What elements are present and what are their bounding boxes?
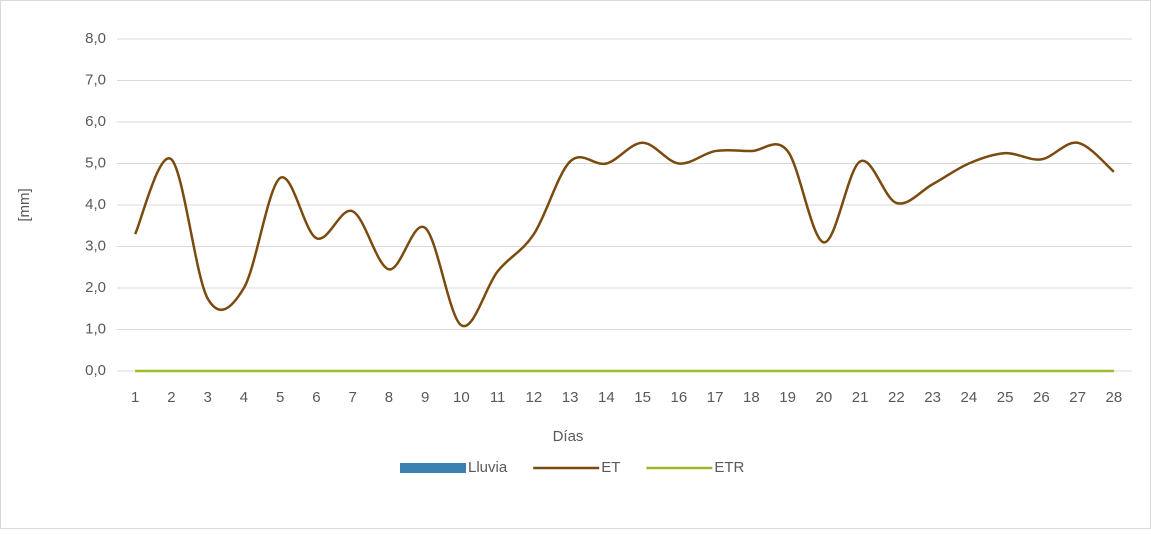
x-tick-label: 23 — [924, 389, 941, 406]
legend-swatch — [400, 463, 466, 473]
x-tick-label: 12 — [526, 389, 543, 406]
x-tick-label: 13 — [562, 389, 579, 406]
x-axis-label: Días — [553, 428, 584, 445]
y-tick-label: 3,0 — [85, 237, 106, 254]
x-tick-label: 7 — [348, 389, 356, 406]
x-tick-label: 25 — [997, 389, 1014, 406]
x-tick-label: 3 — [203, 389, 211, 406]
x-tick-label: 17 — [707, 389, 724, 406]
x-tick-label: 28 — [1106, 389, 1123, 406]
y-tick-label: 5,0 — [85, 154, 106, 171]
y-tick-label: 7,0 — [85, 71, 106, 88]
x-tick-label: 1 — [131, 389, 139, 406]
legend-label: ETR — [714, 459, 744, 476]
x-tick-label: 15 — [634, 389, 651, 406]
legend-label: Lluvia — [468, 459, 508, 476]
x-tick-label: 24 — [961, 389, 978, 406]
x-tick-label: 6 — [312, 389, 320, 406]
y-tick-label: 1,0 — [85, 320, 106, 337]
x-tick-label: 22 — [888, 389, 905, 406]
x-tick-label: 21 — [852, 389, 869, 406]
y-tick-label: 8,0 — [85, 30, 106, 47]
x-tick-label: 19 — [779, 389, 796, 406]
x-tick-label: 8 — [385, 389, 393, 406]
y-axis-label: [mm] — [16, 188, 33, 221]
x-tick-label: 4 — [240, 389, 248, 406]
y-tick-label: 2,0 — [85, 279, 106, 296]
y-tick-label: 0,0 — [85, 362, 106, 379]
y-tick-label: 6,0 — [85, 113, 106, 130]
x-tick-label: 26 — [1033, 389, 1050, 406]
line — [133, 141, 1115, 328]
x-tick-label: 14 — [598, 389, 615, 406]
x-tick-label: 9 — [421, 389, 429, 406]
legend-label: ET — [601, 459, 620, 476]
x-tick-label: 27 — [1069, 389, 1086, 406]
x-tick-label: 10 — [453, 389, 470, 406]
x-tick-label: 11 — [490, 389, 506, 406]
x-tick-label: 16 — [671, 389, 688, 406]
x-tick-label: 5 — [276, 389, 284, 406]
x-tick-label: 18 — [743, 389, 760, 406]
x-tick-label: 20 — [816, 389, 833, 406]
x-tick-label: 2 — [167, 389, 175, 406]
y-tick-label: 4,0 — [85, 196, 106, 213]
